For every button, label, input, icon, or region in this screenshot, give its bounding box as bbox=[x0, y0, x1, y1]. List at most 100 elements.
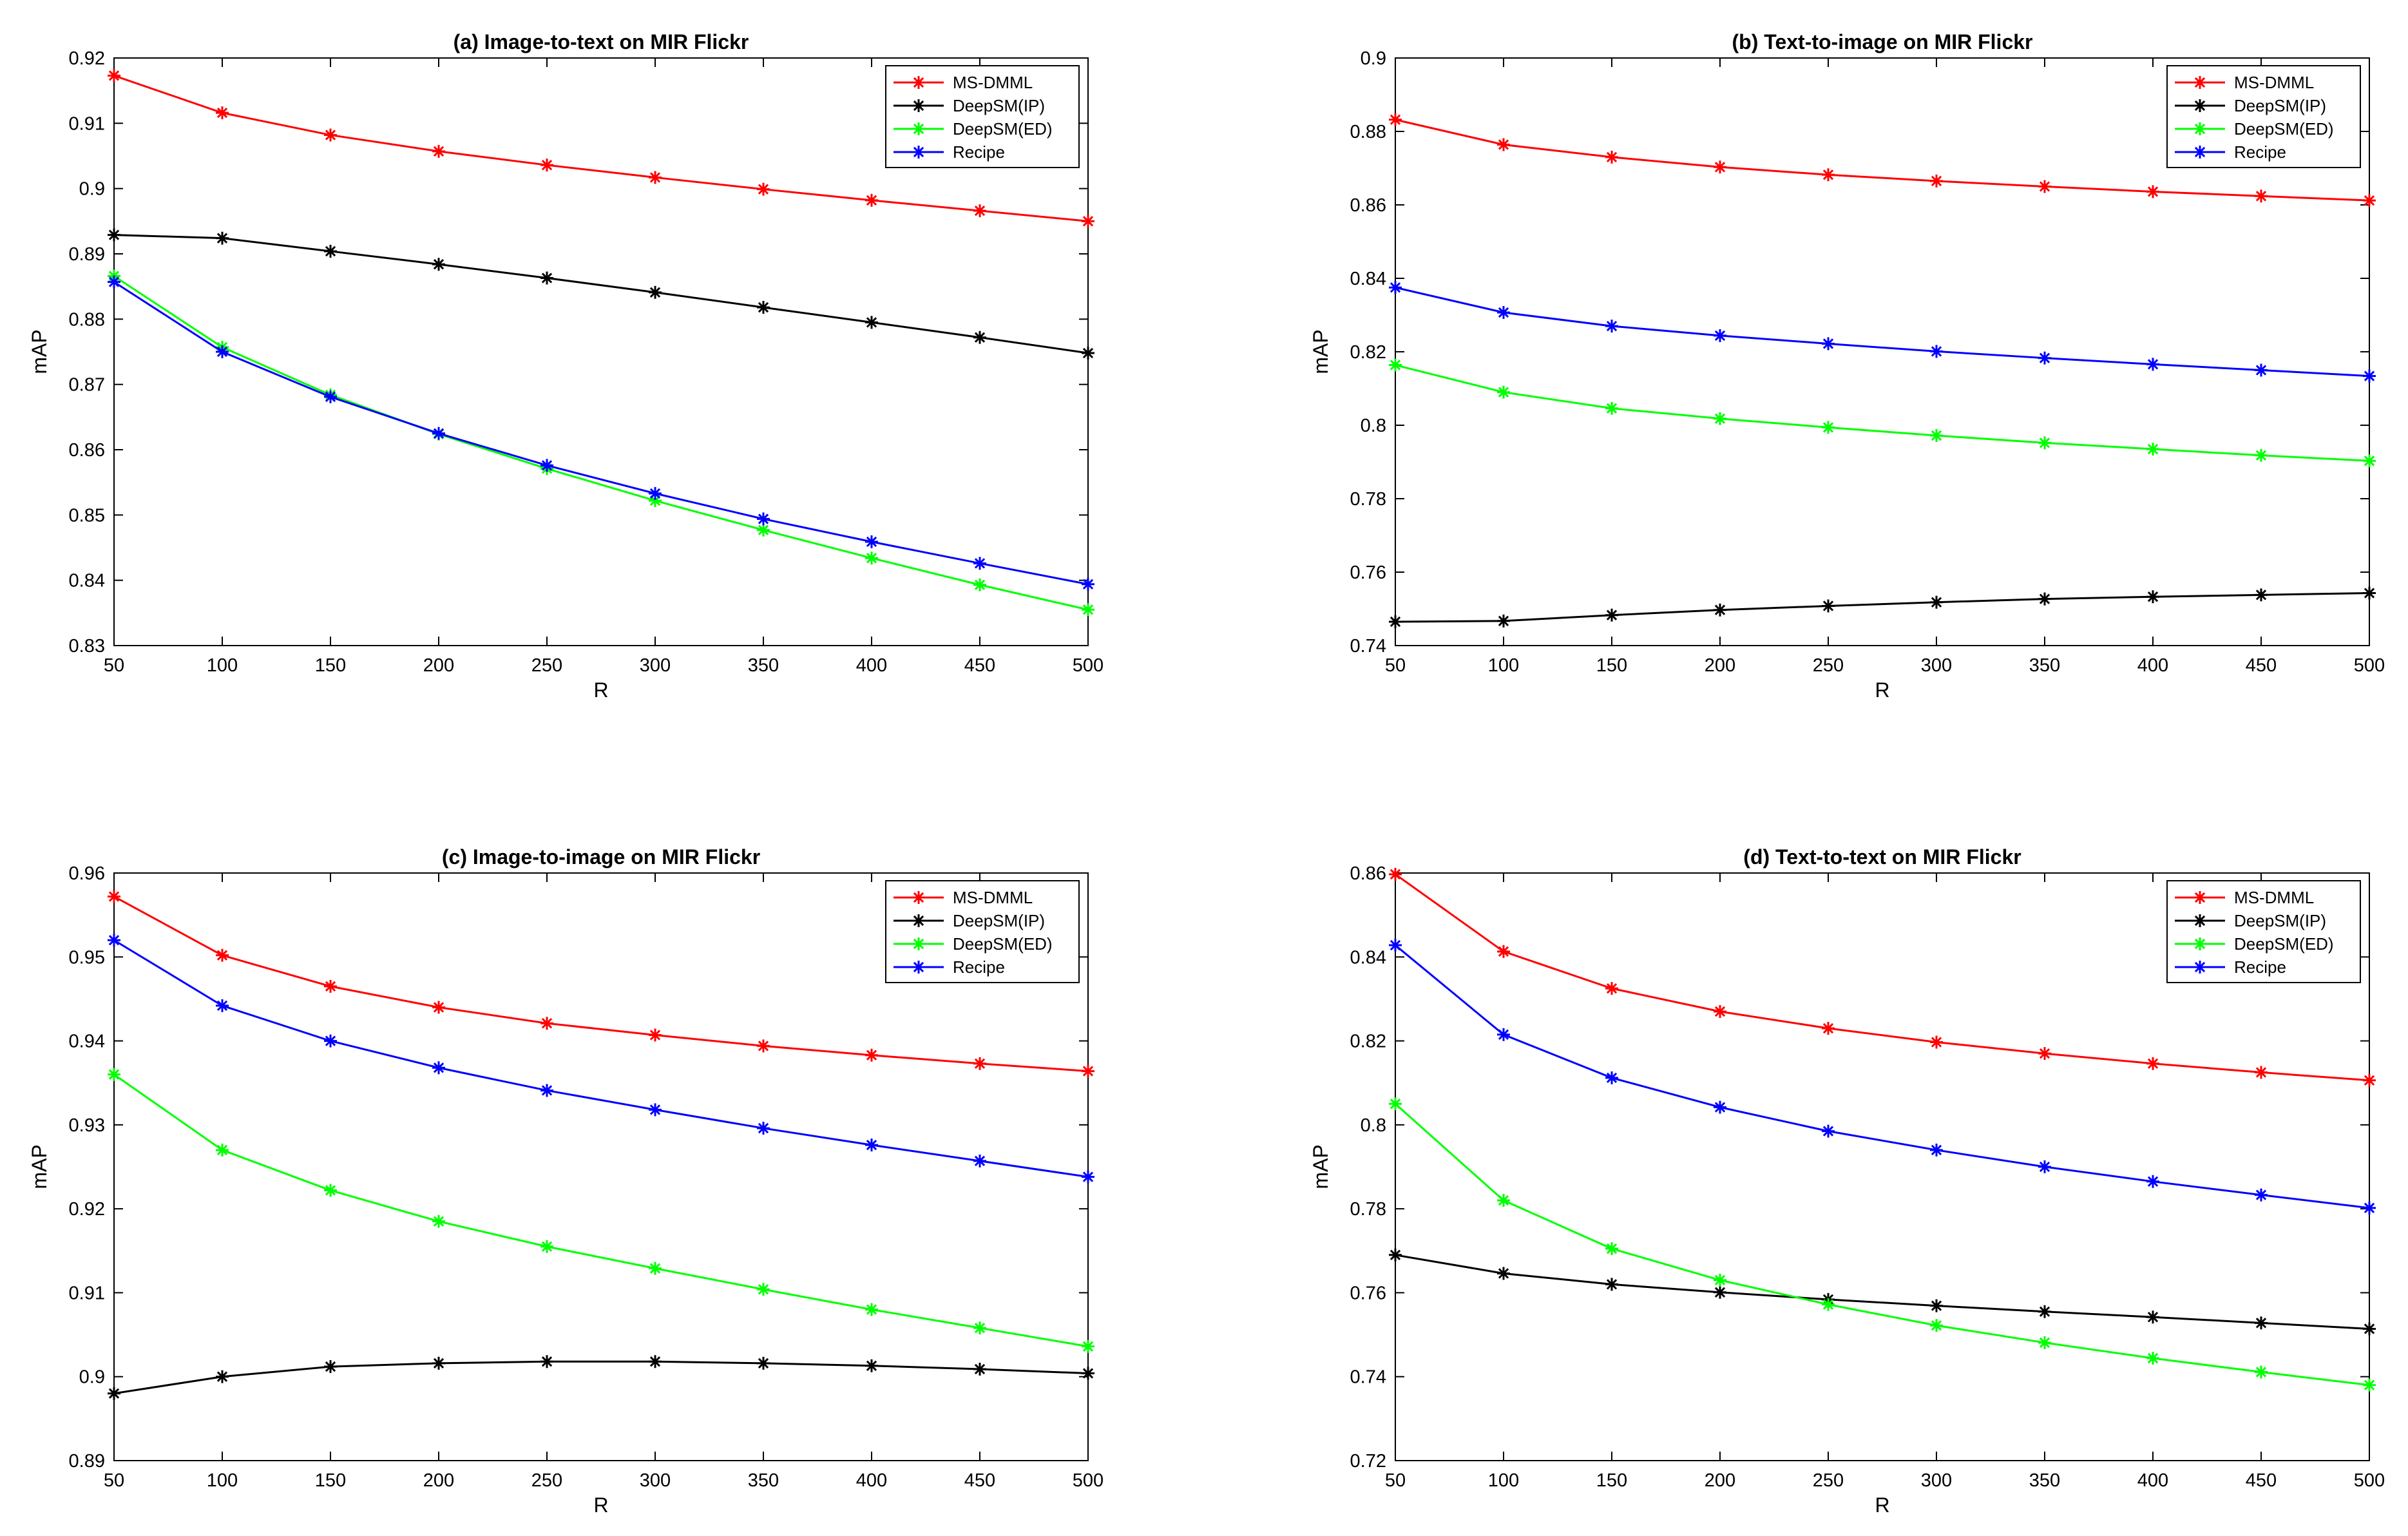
data-point bbox=[2146, 443, 2159, 456]
data-point bbox=[540, 459, 553, 472]
data-point bbox=[1930, 1299, 1943, 1312]
x-axis-label: R bbox=[1875, 1493, 1889, 1517]
y-tick-label: 0.78 bbox=[1350, 489, 1386, 510]
data-point bbox=[1389, 1248, 1402, 1262]
x-tick-label: 50 bbox=[104, 655, 124, 676]
data-point bbox=[973, 578, 986, 591]
legend-item: MS-DMML bbox=[893, 888, 1033, 907]
series-line bbox=[113, 896, 1089, 1072]
data-point bbox=[2363, 1201, 2376, 1214]
x-tick-label: 300 bbox=[640, 1470, 671, 1491]
data-point bbox=[2038, 1336, 2051, 1349]
legend-label: DeepSM(ED) bbox=[953, 119, 1053, 139]
legend-marker bbox=[2193, 146, 2206, 158]
series-line bbox=[113, 939, 1089, 1178]
y-tick-label: 0.8 bbox=[1361, 416, 1386, 436]
x-tick-label: 350 bbox=[2029, 655, 2060, 676]
data-point bbox=[1082, 1339, 1094, 1353]
series-line bbox=[1395, 1103, 2370, 1387]
legend-item: DeepSM(IP) bbox=[893, 96, 1045, 115]
y-axis-label: mAP bbox=[28, 1144, 51, 1189]
data-point bbox=[973, 1057, 986, 1070]
data-point bbox=[1714, 1100, 1726, 1114]
y-tick-label: 0.74 bbox=[1350, 1367, 1386, 1388]
legend-marker bbox=[912, 891, 925, 904]
y-axis-label: mAP bbox=[1309, 329, 1332, 374]
y-tick-label: 0.92 bbox=[69, 48, 105, 69]
y-tick-label: 0.92 bbox=[69, 1199, 105, 1220]
series-MS-DMML bbox=[1389, 867, 2376, 1087]
legend-marker bbox=[912, 76, 925, 89]
data-point bbox=[1714, 160, 1726, 174]
y-tick-label: 0.87 bbox=[69, 375, 105, 396]
legend-label: DeepSM(IP) bbox=[2234, 96, 2326, 115]
legend-label: DeepSM(ED) bbox=[953, 934, 1053, 954]
x-tick-label: 200 bbox=[1705, 655, 1735, 676]
x-tick-label: 400 bbox=[856, 1470, 887, 1491]
data-point bbox=[2255, 1188, 2268, 1202]
series-DeepSM(IP) bbox=[1389, 1248, 2376, 1336]
data-point bbox=[1389, 615, 1402, 628]
x-tick-label: 450 bbox=[2246, 655, 2277, 676]
x-tick-label: 50 bbox=[1385, 655, 1406, 676]
data-point bbox=[2146, 1175, 2159, 1188]
series-DeepSM(IP) bbox=[108, 1355, 1094, 1400]
y-tick-label: 0.76 bbox=[1350, 1283, 1386, 1303]
data-point bbox=[540, 1084, 553, 1097]
legend-item: DeepSM(ED) bbox=[2175, 934, 2334, 954]
data-point bbox=[865, 1303, 878, 1316]
data-point bbox=[1930, 595, 1943, 609]
data-point bbox=[1389, 939, 1402, 952]
data-point bbox=[2255, 448, 2268, 462]
data-point bbox=[1930, 1319, 1943, 1332]
data-point bbox=[540, 1017, 553, 1030]
y-tick-label: 0.86 bbox=[69, 440, 105, 461]
data-point bbox=[973, 1154, 986, 1167]
data-point bbox=[1389, 867, 1402, 881]
y-tick-label: 0.86 bbox=[1350, 195, 1386, 216]
data-point bbox=[108, 1068, 120, 1081]
data-point bbox=[2363, 1322, 2376, 1336]
data-point bbox=[1082, 1170, 1094, 1184]
chart-title: (a) Image-to-text on MIR Flickr bbox=[454, 30, 749, 53]
x-axis-label: R bbox=[1875, 678, 1889, 702]
data-point bbox=[1605, 982, 1618, 995]
data-point bbox=[1497, 385, 1510, 399]
legend-marker bbox=[912, 99, 925, 112]
series-line bbox=[1395, 873, 2370, 1082]
data-point bbox=[108, 228, 120, 242]
legend-marker bbox=[912, 961, 925, 974]
data-point bbox=[324, 1034, 337, 1048]
data-point bbox=[1930, 428, 1943, 442]
data-point bbox=[1605, 150, 1618, 164]
data-point bbox=[1930, 345, 1943, 358]
y-tick-label: 0.85 bbox=[69, 505, 105, 526]
data-point bbox=[2038, 1047, 2051, 1061]
legend-marker bbox=[2193, 961, 2206, 974]
data-point bbox=[757, 523, 770, 537]
legend-item: DeepSM(IP) bbox=[893, 911, 1045, 930]
series-DeepSM(IP) bbox=[1389, 586, 2376, 628]
chart-title: (b) Text-to-image on MIR Flickr bbox=[1732, 30, 2033, 53]
y-tick-label: 0.72 bbox=[1350, 1451, 1386, 1472]
x-tick-label: 250 bbox=[531, 1470, 562, 1491]
data-point bbox=[1714, 1285, 1726, 1299]
legend-marker bbox=[912, 146, 925, 158]
data-point bbox=[1389, 113, 1402, 126]
data-point bbox=[2146, 358, 2159, 371]
data-point bbox=[216, 231, 229, 245]
y-axis-label: mAP bbox=[28, 329, 51, 374]
data-point bbox=[757, 1283, 770, 1296]
series-MS-DMML bbox=[108, 890, 1094, 1078]
data-point bbox=[649, 486, 662, 500]
series-line bbox=[113, 275, 1089, 611]
data-point bbox=[2363, 454, 2376, 468]
data-point bbox=[324, 244, 337, 258]
x-axis-label: R bbox=[593, 1493, 608, 1517]
x-tick-label: 300 bbox=[1921, 1470, 1952, 1491]
data-point bbox=[1714, 1273, 1726, 1287]
data-point bbox=[757, 182, 770, 196]
legend-marker bbox=[2193, 99, 2206, 112]
